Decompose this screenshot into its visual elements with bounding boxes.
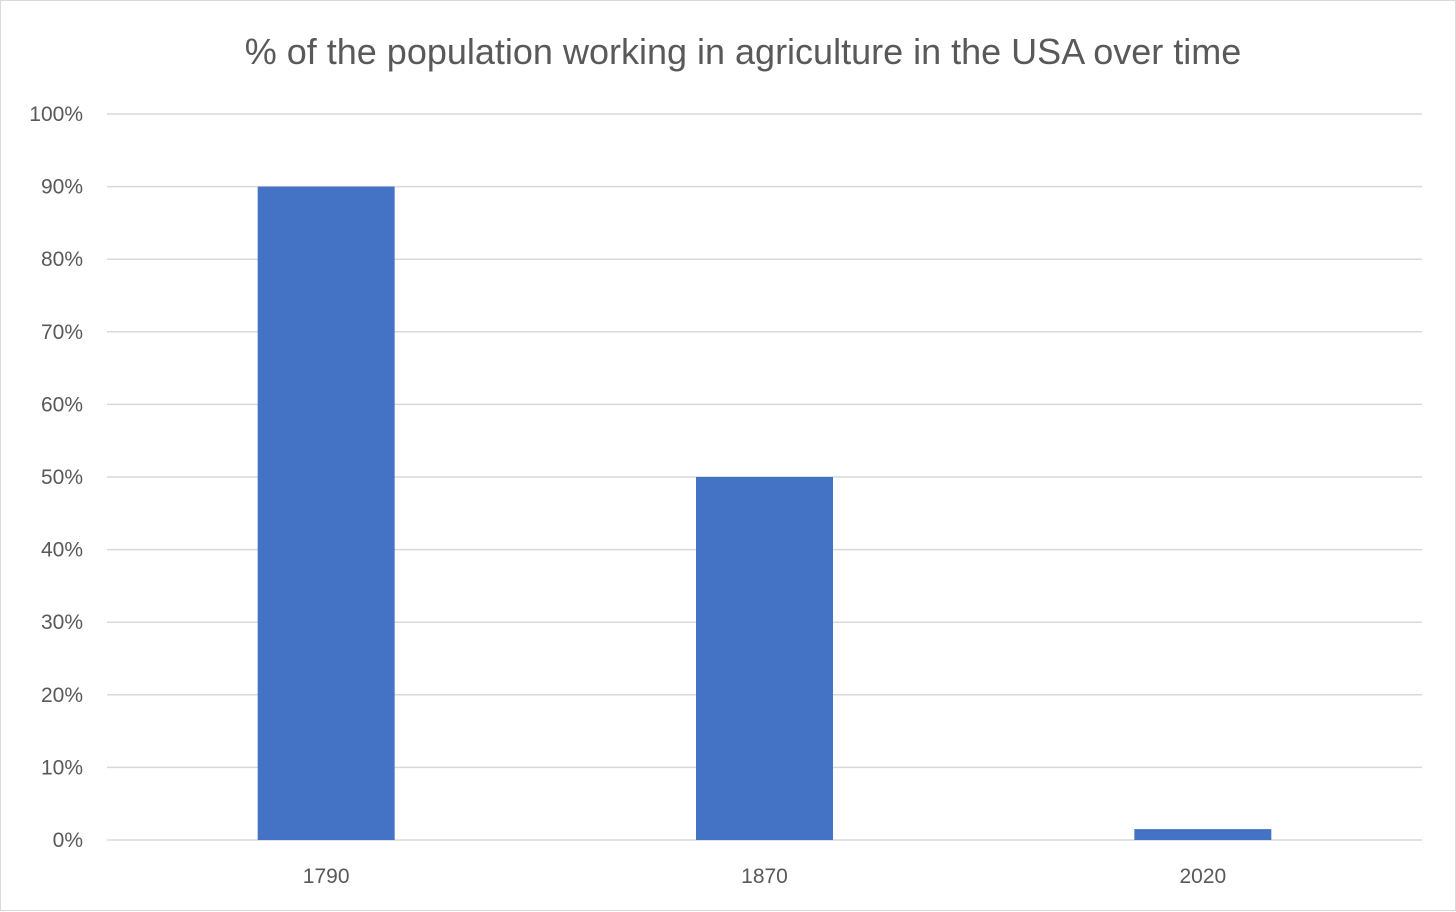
y-tick-label: 90% bbox=[41, 176, 83, 199]
bar-1790 bbox=[257, 186, 395, 841]
x-axis-ticks: 1790 1870 2020 bbox=[303, 865, 1226, 888]
chart-title: % of the population working in agricultu… bbox=[245, 31, 1242, 72]
y-tick-label: 30% bbox=[41, 611, 83, 634]
bar-1870 bbox=[696, 477, 833, 840]
bars bbox=[257, 186, 1272, 841]
y-tick-label: 50% bbox=[41, 466, 83, 489]
y-tick-label: 70% bbox=[41, 321, 83, 344]
y-tick-label: 20% bbox=[41, 684, 83, 707]
x-tick-label: 2020 bbox=[1179, 865, 1226, 888]
y-axis-ticks: 0% 10% 20% 30% 40% 50% 60% 70% 80% 90% 100% bbox=[29, 103, 83, 852]
y-tick-label: 10% bbox=[41, 756, 83, 779]
bar-2020 bbox=[1134, 829, 1272, 840]
y-tick-label: 0% bbox=[53, 829, 83, 852]
y-tick-label: 80% bbox=[41, 248, 83, 271]
x-tick-label: 1870 bbox=[741, 865, 788, 888]
y-tick-label: 100% bbox=[29, 103, 83, 126]
y-tick-label: 60% bbox=[41, 393, 83, 416]
y-tick-label: 40% bbox=[41, 539, 83, 562]
x-tick-label: 1790 bbox=[303, 865, 350, 888]
